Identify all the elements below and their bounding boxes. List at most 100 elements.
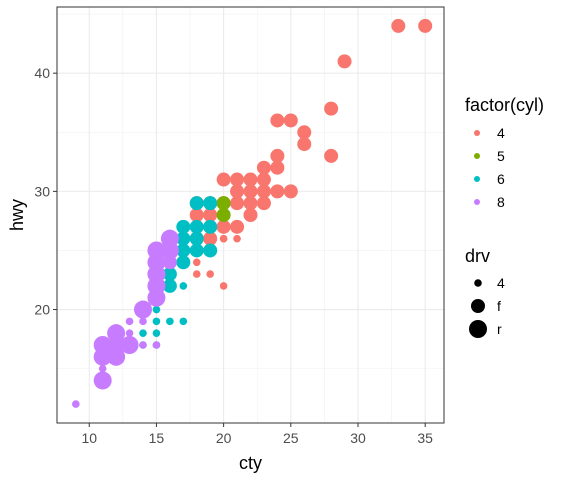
data-point-cyl6-drv4 bbox=[152, 305, 161, 314]
color-legend-label: 5 bbox=[497, 148, 505, 164]
data-point-cyl4-drvf bbox=[283, 113, 298, 128]
data-point-cyl8-drv4 bbox=[125, 329, 134, 337]
y-tick-label: 30 bbox=[34, 183, 50, 199]
data-point-cyl8-drvr bbox=[134, 300, 152, 319]
data-point-cyl4-drvf bbox=[256, 172, 271, 187]
color-legend-key bbox=[474, 176, 480, 182]
data-point-cyl8-drv4 bbox=[139, 317, 147, 326]
data-point-cyl6-drvf bbox=[189, 219, 204, 234]
color-legend-label: 4 bbox=[497, 125, 505, 141]
data-point-cyl4-drvf bbox=[243, 196, 258, 211]
size-legend-title: drv bbox=[465, 246, 490, 266]
data-point-cyl8-drvr bbox=[120, 336, 139, 354]
data-point-cyl4-drv4 bbox=[206, 270, 214, 278]
x-tick-label: 30 bbox=[350, 430, 366, 446]
data-point-cyl5-drvf bbox=[216, 208, 231, 222]
size-legend-label: f bbox=[497, 298, 501, 314]
data-point-cyl4-drvf bbox=[283, 184, 298, 199]
y-axis-title: hwy bbox=[7, 199, 27, 231]
data-point-cyl4-drvf bbox=[324, 101, 339, 116]
data-point-cyl4-drv4 bbox=[219, 234, 228, 243]
data-point-cyl8-drvr bbox=[93, 371, 112, 390]
data-point-cyl4-drvf bbox=[230, 219, 245, 234]
data-point-cyl4-drvf bbox=[189, 208, 204, 222]
data-point-cyl4-drvf bbox=[230, 172, 245, 187]
data-point-cyl4-drvf bbox=[203, 208, 218, 222]
data-point-cyl6-drvf bbox=[203, 243, 218, 258]
data-points bbox=[72, 18, 433, 408]
size-legend-label: 4 bbox=[497, 275, 505, 291]
color-legend-title: factor(cyl) bbox=[465, 95, 544, 115]
size-legend-key bbox=[474, 279, 482, 287]
data-point-cyl4-drvf bbox=[256, 196, 271, 211]
x-tick-label: 15 bbox=[149, 430, 165, 446]
data-point-cyl4-drvf bbox=[243, 208, 258, 222]
data-point-cyl8-drv4 bbox=[125, 317, 134, 326]
axes: 10 15 20 25 30 35 20 30 40 cty hwy bbox=[7, 6, 445, 473]
data-point-cyl4-drvf bbox=[230, 196, 245, 211]
x-tick-label: 25 bbox=[283, 430, 299, 446]
data-point-cyl4-drvf bbox=[243, 184, 258, 199]
data-point-cyl4-drvf bbox=[324, 148, 339, 163]
data-point-cyl4-drv4 bbox=[233, 234, 241, 243]
data-point-cyl6-drvf bbox=[176, 231, 191, 246]
data-point-cyl6-drvf bbox=[176, 219, 191, 234]
x-tick-label: 20 bbox=[216, 430, 232, 446]
data-point-cyl6-drv4 bbox=[179, 246, 188, 255]
data-point-cyl6-drv4 bbox=[166, 317, 174, 326]
data-point-cyl6-drvf bbox=[176, 255, 191, 270]
data-point-cyl4-drv4 bbox=[206, 234, 214, 243]
data-point-cyl4-drvf bbox=[256, 184, 271, 199]
data-point-cyl4-drvf bbox=[270, 148, 285, 163]
data-point-cyl8-drv4 bbox=[152, 341, 161, 349]
data-point-cyl8-drvr bbox=[107, 324, 126, 343]
size-legend-label: r bbox=[497, 321, 502, 337]
data-point-cyl8-drv4 bbox=[139, 341, 147, 349]
color-legend-label: 6 bbox=[497, 171, 505, 187]
data-point-cyl4-drvf bbox=[297, 125, 312, 140]
data-point-cyl4-drv4 bbox=[192, 270, 201, 278]
data-point-cyl6-drv4 bbox=[139, 329, 147, 337]
data-point-cyl6-drv4 bbox=[179, 282, 188, 290]
data-point-cyl4-drv4 bbox=[192, 258, 201, 267]
data-point-cyl6-drvf bbox=[162, 278, 177, 293]
data-point-cyl4-drvf bbox=[418, 18, 433, 33]
data-point-cyl4-drvf bbox=[216, 172, 231, 187]
data-point-cyl4-drvf bbox=[216, 219, 231, 234]
data-point-cyl4-drvf bbox=[337, 54, 352, 69]
size-legend-key bbox=[471, 299, 485, 313]
legend: factor(cyl) 4 5 6 8 drv 4 fr bbox=[465, 95, 544, 338]
data-point-cyl6-drvf bbox=[203, 196, 218, 211]
data-point-cyl4-drvf bbox=[256, 160, 271, 175]
data-point-cyl8-drvf bbox=[162, 255, 177, 270]
color-legend-label: 8 bbox=[497, 194, 505, 210]
data-point-cyl4-drv4 bbox=[219, 282, 228, 290]
x-tick-label: 10 bbox=[81, 430, 97, 446]
data-point-cyl4-drvf bbox=[270, 113, 285, 128]
data-point-cyl6-drvf bbox=[189, 243, 204, 258]
y-tick-label: 40 bbox=[34, 65, 50, 81]
data-point-cyl4-drvf bbox=[243, 172, 258, 187]
data-point-cyl6-drvf bbox=[162, 267, 177, 282]
data-point-cyl6-drv4 bbox=[152, 329, 161, 337]
data-point-cyl6-drvf bbox=[189, 196, 204, 211]
data-point-cyl4-drvf bbox=[391, 18, 406, 33]
data-point-cyl6-drvf bbox=[203, 219, 218, 234]
data-point-cyl6-drvf bbox=[189, 231, 204, 246]
data-point-cyl5-drvf bbox=[216, 196, 231, 211]
y-tick-label: 20 bbox=[34, 302, 50, 318]
data-point-cyl4-drvf bbox=[270, 160, 285, 175]
data-point-cyl8-drv4 bbox=[98, 364, 107, 373]
data-point-cyl6-drv4 bbox=[179, 317, 188, 326]
data-point-cyl4-drvf bbox=[230, 184, 245, 199]
x-tick-label: 35 bbox=[417, 430, 433, 446]
color-legend-key bbox=[474, 153, 480, 159]
size-legend-key bbox=[469, 320, 487, 338]
data-point-cyl8-drvr bbox=[160, 229, 179, 248]
panel-border bbox=[56, 6, 445, 424]
data-point-cyl8-drvr bbox=[93, 336, 112, 354]
color-legend-key bbox=[474, 199, 480, 205]
x-axis-title: cty bbox=[239, 453, 262, 473]
